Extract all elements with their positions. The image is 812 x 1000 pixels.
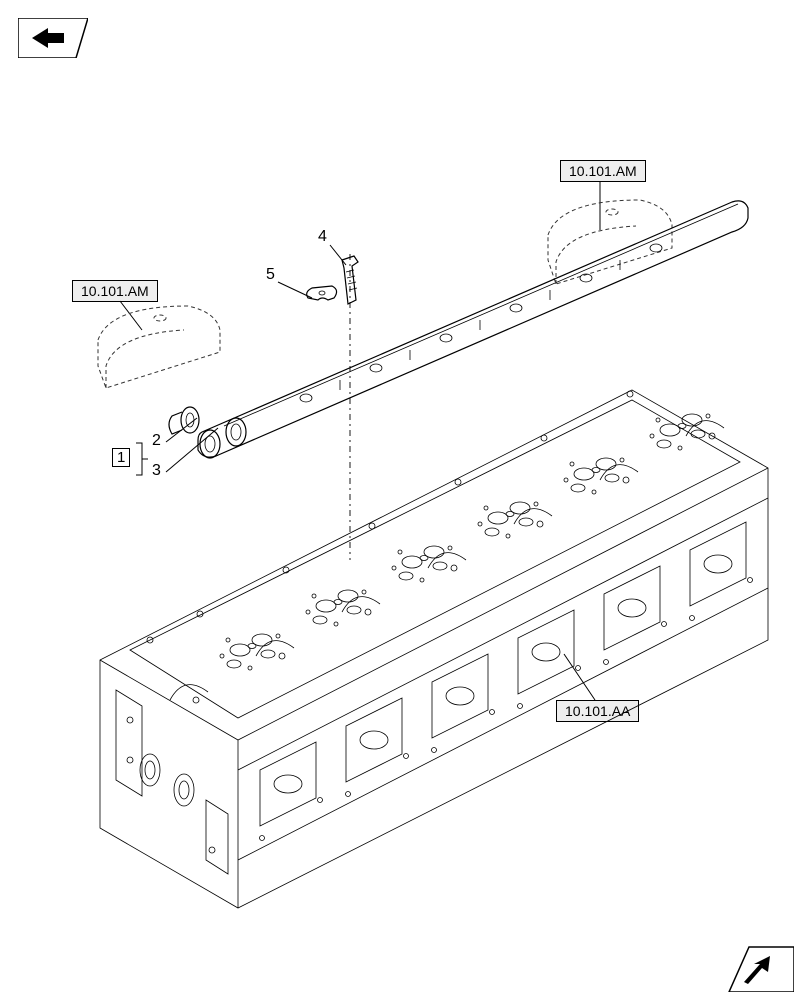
cylinder-head <box>100 390 768 908</box>
rocker-shaft <box>198 201 748 458</box>
phantom-support-left <box>98 306 220 388</box>
ref-label-bottom: 10.101.AA <box>556 700 639 722</box>
callout-3: 3 <box>152 462 161 480</box>
callout-1: 1 <box>112 448 130 467</box>
callout-4: 4 <box>318 228 327 246</box>
shaft-plug <box>169 407 199 434</box>
nav-forward-icon[interactable] <box>724 942 794 982</box>
ref-label-top-right: 10.101.AM <box>560 160 646 182</box>
callout-2: 2 <box>152 432 161 450</box>
ref-label-left: 10.101.AM <box>72 280 158 302</box>
callout-5: 5 <box>266 266 275 284</box>
nav-back-icon[interactable] <box>18 18 88 58</box>
bolt <box>342 256 358 304</box>
retainer-clip <box>307 286 337 300</box>
phantom-support-right <box>548 200 672 284</box>
diagram-svg <box>0 0 812 1000</box>
